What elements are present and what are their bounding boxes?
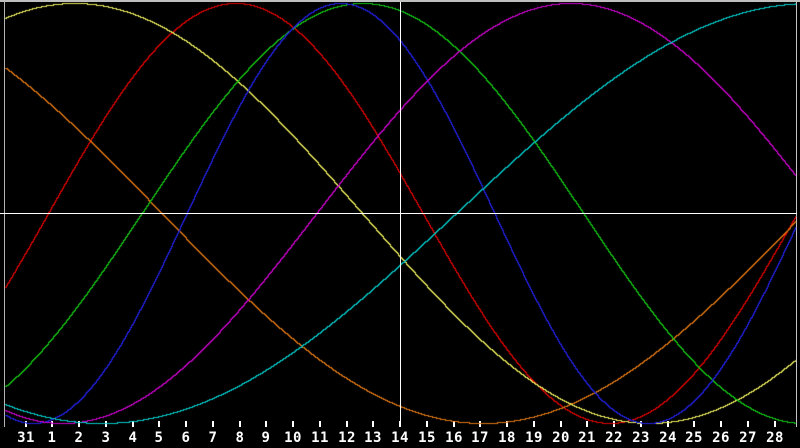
x-axis-label-9: 9 [261, 430, 271, 446]
x-axis-label-17: 17 [471, 430, 489, 446]
chart-frame-top-edge [0, 0, 800, 2]
x-axis-label-21: 21 [578, 430, 596, 446]
x-axis-label-20: 20 [552, 430, 570, 446]
x-axis-label-22: 22 [605, 430, 623, 446]
x-axis-label-13: 13 [364, 430, 382, 446]
x-axis-label-25: 25 [685, 430, 703, 446]
x-axis-label-2: 2 [74, 430, 84, 446]
x-axis-label-24: 24 [659, 430, 677, 446]
x-axis-label-14: 14 [391, 430, 409, 446]
x-axis-label-7: 7 [208, 430, 218, 446]
x-axis-label-12: 12 [338, 430, 356, 446]
x-axis-label-1: 1 [47, 430, 57, 446]
x-axis-label-6: 6 [181, 430, 191, 446]
x-axis-label-3: 3 [101, 430, 111, 446]
x-axis-label-31: 31 [17, 430, 35, 446]
x-axis-label-28: 28 [766, 430, 784, 446]
x-axis-label-18: 18 [498, 430, 516, 446]
x-axis-label-27: 27 [739, 430, 757, 446]
x-axis-label-23: 23 [632, 430, 650, 446]
x-axis-label-5: 5 [154, 430, 164, 446]
x-axis-label-4: 4 [128, 430, 138, 446]
x-axis-label-15: 15 [418, 430, 436, 446]
x-axis-label-26: 26 [712, 430, 730, 446]
today-marker-line [400, 2, 401, 427]
x-axis-label-8: 8 [235, 430, 245, 446]
x-axis-label-19: 19 [525, 430, 543, 446]
zero-baseline [0, 213, 797, 214]
x-axis-label-11: 11 [311, 430, 329, 446]
x-axis-label-16: 16 [445, 430, 463, 446]
x-axis-label-10: 10 [284, 430, 302, 446]
